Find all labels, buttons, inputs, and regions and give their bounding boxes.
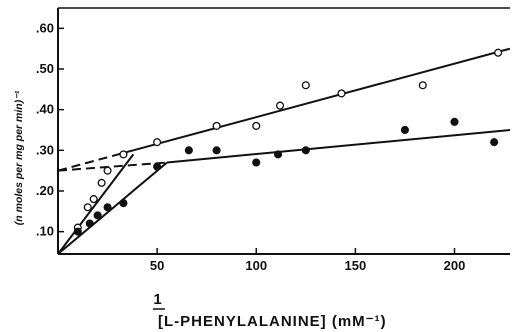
filled-data-point — [119, 199, 128, 208]
filled-data-point — [73, 227, 82, 236]
filled-data-point — [212, 146, 221, 155]
open-data-point — [153, 138, 162, 147]
filled-data-point — [274, 150, 283, 159]
filled-data-point — [184, 146, 193, 155]
x-tick-label: 150 — [345, 258, 367, 273]
open-data-point — [301, 81, 310, 90]
x-tick-label: 100 — [245, 258, 267, 273]
x-axis-ticks: 50 100 150 200 — [150, 248, 465, 273]
open-data-point — [494, 48, 503, 57]
open-data-point — [252, 121, 261, 130]
open-data-point — [103, 166, 112, 175]
plot-frame — [57, 7, 510, 255]
y-tick-label: .60 — [36, 20, 54, 35]
y-tick-label: .10 — [36, 224, 54, 239]
y-tick-label: .30 — [36, 142, 54, 157]
filled-data-point — [301, 146, 310, 155]
open-data-point — [119, 150, 128, 159]
fit-line — [166, 128, 511, 164]
filled-data-point — [85, 219, 94, 228]
x-tick-label: 200 — [444, 258, 466, 273]
y-tick-label: .50 — [36, 61, 54, 76]
x-axis-label: 1 [L-PHENYLALANINE] (mM⁻¹) — [153, 291, 387, 330]
filled-data-point — [400, 125, 409, 135]
y-axis-label: (n moles per mg per min)⁻¹ — [13, 90, 25, 225]
open-data-point — [83, 203, 92, 212]
open-data-point — [89, 195, 98, 204]
open-data-point — [212, 121, 221, 130]
fit-line — [57, 161, 168, 255]
x-axis-label-numerator: 1 — [153, 291, 162, 308]
y-tick-label: .40 — [36, 102, 54, 117]
x-axis-label-text: [L-PHENYLALANINE] (mM⁻¹) — [158, 313, 387, 330]
y-axis-ticks: .10 .20 .30 .40 .50 .60 — [36, 20, 64, 239]
x-tick-label: 50 — [150, 258, 164, 273]
filled-data-point — [93, 211, 102, 220]
fit-lines — [57, 47, 511, 255]
open-data-point — [97, 178, 106, 187]
filled-data-point — [490, 138, 499, 147]
fit-line — [57, 153, 135, 255]
filled-data-point — [103, 203, 112, 212]
filled-data-point — [153, 162, 162, 171]
dashed-extrapolation-line — [57, 161, 168, 172]
data-points — [73, 48, 503, 236]
filled-data-point — [252, 158, 261, 167]
open-data-point — [418, 81, 427, 90]
open-data-point — [275, 101, 285, 110]
fit-line — [133, 47, 511, 152]
filled-data-point — [450, 117, 459, 126]
open-data-point — [337, 89, 346, 98]
y-tick-label: .20 — [36, 183, 54, 198]
